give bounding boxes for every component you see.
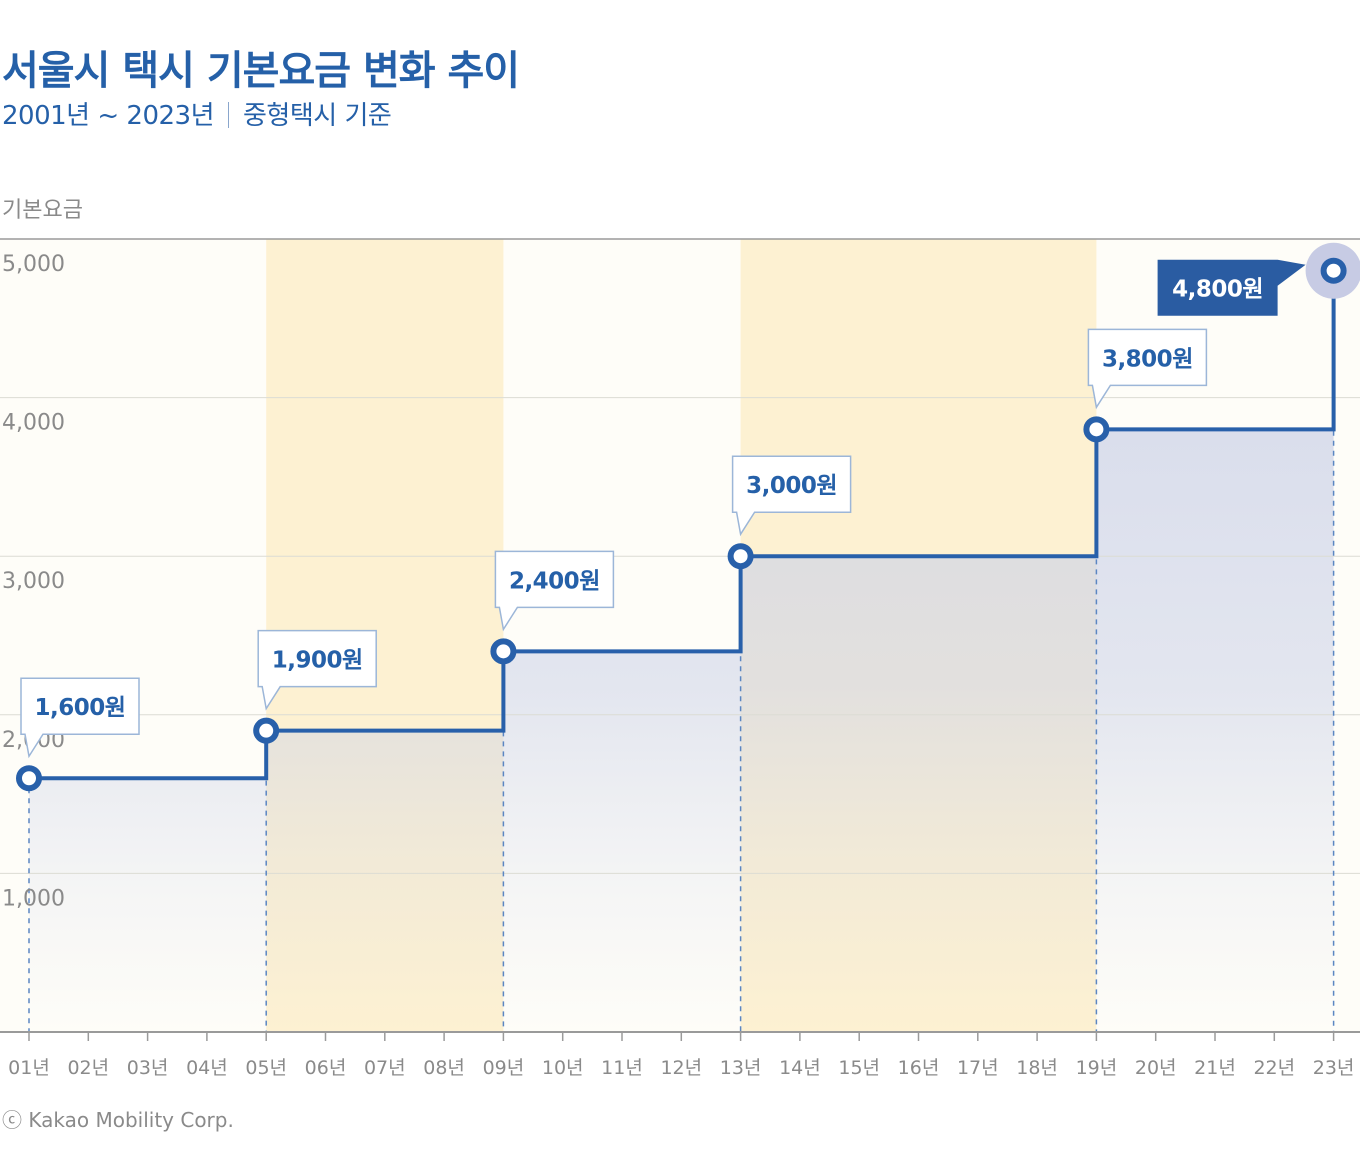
x-tick-label-12: 12년	[660, 1057, 702, 1079]
x-tick-label-19: 19년	[1076, 1057, 1118, 1079]
callout-text: 1,600원	[35, 695, 126, 721]
subtitle-period: 2001년 ~ 2023년	[2, 101, 215, 131]
callout-box	[731, 455, 852, 537]
callout-box	[257, 629, 377, 711]
callout-text: 3,000원	[746, 473, 837, 499]
x-tick-label-2: 02년	[67, 1057, 109, 1079]
y-tick-label-5: 5,000	[2, 252, 65, 277]
callout-4: 3,000원	[731, 455, 852, 537]
y-axis-label: 기본요금	[2, 198, 83, 223]
x-tick-label-14: 14년	[779, 1057, 821, 1079]
callout-6: 4,800원	[1157, 259, 1306, 316]
x-tick-label-15: 15년	[838, 1057, 880, 1079]
callout-3: 2,400원	[494, 550, 615, 632]
y-tick-label-1: 1,000	[2, 886, 65, 911]
data-point-5	[1083, 416, 1110, 443]
callout-text: 2,400원	[509, 568, 600, 594]
callout-1: 1,600원	[20, 677, 140, 759]
x-tick-label-9: 09년	[483, 1057, 525, 1079]
x-tick-label-16: 16년	[898, 1057, 940, 1079]
x-tick-label-7: 07년	[364, 1057, 406, 1079]
callout-box	[20, 677, 140, 759]
callout-box	[1087, 328, 1208, 410]
x-tick-label-22: 22년	[1253, 1057, 1295, 1079]
data-point-1	[16, 765, 42, 792]
callout-5: 3,800원	[1087, 328, 1208, 410]
chart-title: 서울시 택시 기본요금 변화 추이	[2, 48, 520, 94]
x-tick-label-10: 10년	[542, 1057, 584, 1079]
step-line	[29, 270, 1336, 781]
x-tick-label-8: 08년	[423, 1057, 465, 1079]
subtitle-basis: 중형택시 기준	[243, 101, 392, 131]
data-point-4	[727, 543, 754, 570]
x-tick-label-11: 11년	[601, 1057, 643, 1079]
data-point-3	[490, 638, 517, 665]
callout-box-highlight	[1157, 259, 1306, 316]
chart-subtitle: 2001년 ~ 2023년 중형택시 기준	[2, 95, 392, 132]
x-tick-label-1: 01년	[8, 1057, 50, 1079]
x-tick-label-3: 03년	[127, 1057, 169, 1079]
x-tick-label-18: 18년	[1016, 1057, 1058, 1079]
callout-text: 4,800원	[1172, 277, 1263, 303]
x-tick-label-6: 06년	[305, 1057, 347, 1079]
subtitle-divider	[228, 102, 229, 128]
x-tick-label-20: 20년	[1135, 1057, 1177, 1079]
x-tick-label-13: 13년	[720, 1057, 762, 1079]
callout-box	[494, 550, 615, 632]
x-tick-label-5: 05년	[245, 1057, 287, 1079]
callout-2: 1,900원	[257, 629, 377, 711]
data-point-2	[253, 717, 280, 744]
x-tick-label-23: 23년	[1313, 1057, 1355, 1079]
y-tick-label-4: 4,000	[2, 411, 65, 436]
copyright-text: ⓒ Kakao Mobility Corp.	[2, 1108, 234, 1132]
x-tick-label-21: 21년	[1194, 1057, 1236, 1079]
x-tick-label-17: 17년	[957, 1057, 999, 1079]
callout-text: 3,800원	[1102, 346, 1193, 372]
y-tick-label-3: 3,000	[2, 569, 65, 594]
data-point-6	[1320, 257, 1347, 284]
callout-text: 1,900원	[272, 648, 363, 674]
x-tick-label-4: 04년	[186, 1057, 228, 1079]
